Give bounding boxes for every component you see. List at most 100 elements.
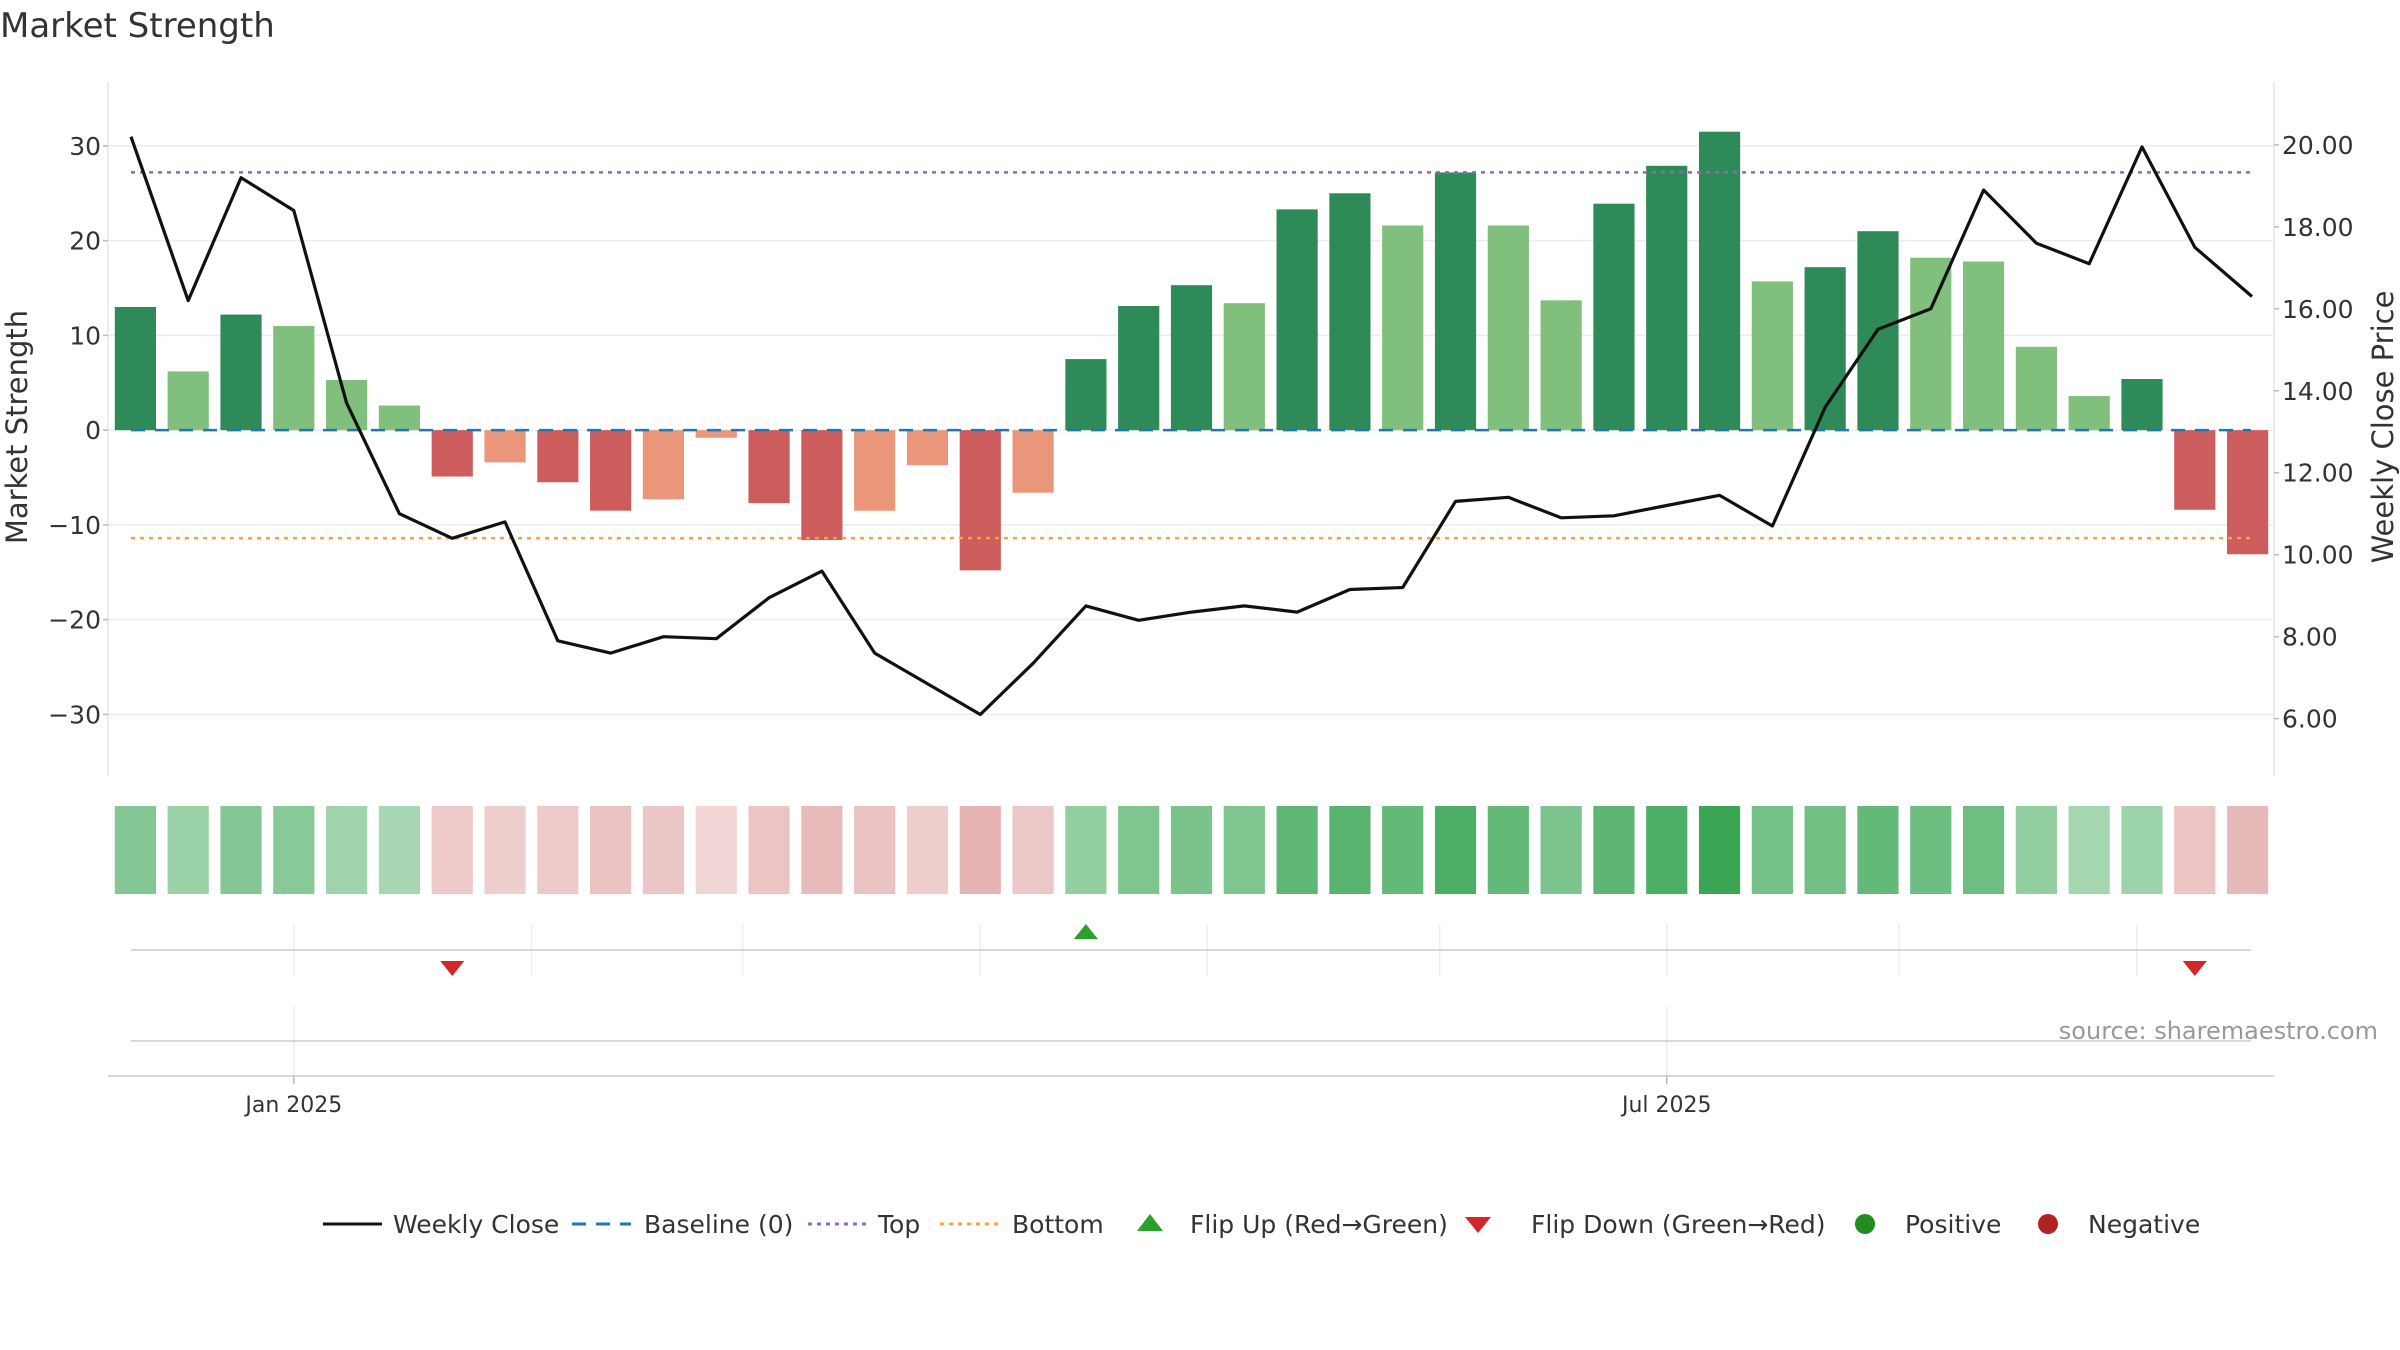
- strength-bar: [1593, 203, 1635, 431]
- strength-bar: [431, 430, 473, 477]
- heat-cell: [906, 806, 949, 894]
- bars: [114, 131, 2269, 571]
- flip-up-marker: [1073, 924, 1098, 939]
- legend-top-label: Top: [877, 1210, 920, 1239]
- strength-bar: [1382, 225, 1424, 431]
- heat-cell: [1434, 806, 1477, 894]
- strength-bar: [1698, 131, 1741, 431]
- y2-axis-label: Weekly Close Price: [2366, 291, 2400, 564]
- strength-bar: [220, 314, 262, 431]
- flip-down-marker: [440, 961, 465, 976]
- heat-cell: [167, 806, 209, 894]
- heat-cell: [2068, 806, 2110, 894]
- legend: Weekly Close Baseline (0) Top Bottom Fli…: [323, 1210, 2200, 1239]
- heat-cell: [1329, 806, 1371, 894]
- legend-flip-down-label: Flip Down (Green→Red): [1531, 1210, 1826, 1239]
- y2-tick-label: 12.00: [2282, 459, 2354, 488]
- legend-positive-label: Positive: [1905, 1210, 2001, 1239]
- y2-tick-label: 14.00: [2282, 377, 2354, 406]
- heat-cell: [748, 806, 790, 894]
- strength-bar: [1065, 359, 1107, 431]
- strength-bar: [2227, 430, 2269, 555]
- y-axis-label: Market Strength: [0, 310, 34, 544]
- strength-bar: [695, 430, 737, 438]
- strength-bar: [1910, 257, 1952, 431]
- chart-title: Market Strength: [0, 6, 275, 46]
- heat-cell: [1751, 806, 1793, 894]
- heat-cell: [273, 806, 315, 894]
- y-tick-label: 10: [69, 321, 101, 350]
- legend-negative-icon: [2038, 1214, 2058, 1234]
- strength-bar: [1276, 209, 1318, 431]
- y-tick-label: −30: [48, 700, 101, 729]
- strength-bar: [1012, 430, 1054, 493]
- weekly-close-line: [129, 136, 2254, 717]
- strength-bar: [1329, 193, 1371, 431]
- strength-bar: [906, 430, 949, 466]
- heat-cell: [854, 806, 896, 894]
- heat-cell: [326, 806, 368, 894]
- heat-cell: [1910, 806, 1952, 894]
- strength-bar: [273, 325, 315, 431]
- heat-strip: [114, 806, 2269, 894]
- y2-tick-label: 10.00: [2282, 541, 2354, 570]
- legend-flip-up-icon: [1137, 1214, 1163, 1231]
- bottom-panel: [108, 1006, 2274, 1077]
- strength-bar: [2068, 396, 2110, 431]
- strength-bar: [1540, 300, 1582, 431]
- heat-cell: [590, 806, 632, 894]
- strength-bar: [167, 371, 209, 431]
- heat-cell: [959, 806, 1001, 894]
- strength-bar: [2174, 430, 2216, 510]
- heat-cell: [2015, 806, 2057, 894]
- strength-bar: [1223, 303, 1265, 431]
- legend-baseline-label: Baseline (0): [644, 1210, 793, 1239]
- x-tick-label: Jul 2025: [1620, 1093, 1712, 1118]
- strength-bar: [590, 430, 632, 511]
- heat-cell: [1223, 806, 1265, 894]
- strength-bar: [1434, 172, 1477, 431]
- strength-bar: [1646, 165, 1688, 431]
- flip-markers: [131, 924, 2251, 976]
- x-axis: Jan 2025 Jul 2025: [243, 1076, 1712, 1118]
- reference-lines: [131, 171, 2251, 540]
- legend-positive-icon: [1855, 1214, 1875, 1234]
- heat-cell: [642, 806, 685, 894]
- heat-cell: [1804, 806, 1846, 894]
- heat-cell: [1382, 806, 1424, 894]
- heat-cell: [484, 806, 526, 894]
- y2-tick-label: 6.00: [2282, 705, 2338, 734]
- strength-bar: [854, 430, 896, 511]
- flip-down-marker: [2182, 961, 2207, 976]
- y-axis: 30 20 10 0 −10 −20 −30: [48, 82, 109, 776]
- strength-bar: [2121, 378, 2163, 431]
- strength-bar: [1751, 281, 1793, 431]
- y2-axis: 20.00 18.00 16.00 14.00 12.00 10.00 8.00 6.00: [2273, 82, 2354, 776]
- strength-bar: [1170, 285, 1213, 431]
- heat-cell: [1540, 806, 1582, 894]
- legend-flip-down-icon: [1465, 1217, 1491, 1233]
- heat-cell: [1065, 806, 1107, 894]
- heat-cell: [1698, 806, 1741, 894]
- y-tick-label: 0: [85, 416, 101, 445]
- heat-cell: [2227, 806, 2269, 894]
- heat-cell: [537, 806, 579, 894]
- y-tick-label: 20: [69, 227, 101, 256]
- strength-bar: [484, 430, 526, 463]
- heat-cell: [695, 806, 737, 894]
- heat-cell: [1646, 806, 1688, 894]
- x-tick-label: Jan 2025: [243, 1093, 342, 1118]
- price-line: [129, 136, 2254, 717]
- heat-cell: [1118, 806, 1160, 894]
- y2-tick-label: 18.00: [2282, 213, 2354, 242]
- heat-cell: [1170, 806, 1213, 894]
- heat-cell: [1962, 806, 2005, 894]
- heat-cell: [2121, 806, 2163, 894]
- y-tick-label: 30: [69, 132, 101, 161]
- heat-cell: [378, 806, 421, 894]
- heat-cell: [114, 806, 156, 894]
- strength-bar: [642, 430, 685, 500]
- source-text: source: sharemaestro.com: [2059, 1017, 2378, 1045]
- legend-negative-label: Negative: [2088, 1210, 2200, 1239]
